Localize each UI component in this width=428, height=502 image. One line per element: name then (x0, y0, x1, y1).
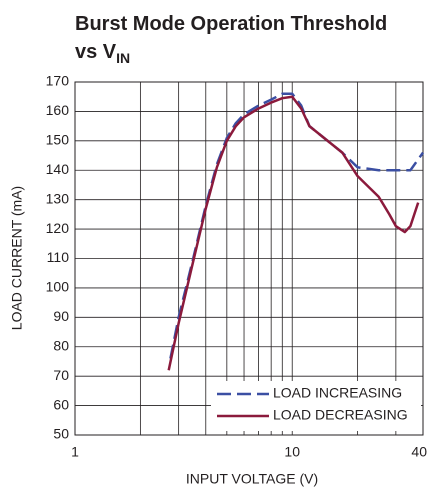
y-tick-label: 170 (46, 73, 70, 89)
y-tick-label: 90 (53, 308, 69, 324)
x-tick-label: 1 (71, 444, 79, 460)
y-tick-label: 110 (47, 249, 70, 265)
y-tick-label: 160 (46, 102, 70, 118)
y-tick-label: 150 (46, 132, 70, 148)
x-axis-label: INPUT VOLTAGE (V) (186, 471, 318, 487)
y-tick-label: 120 (46, 220, 70, 236)
series-line (167, 95, 420, 371)
y-tick-label: 80 (53, 337, 69, 353)
legend: LOAD INCREASING LOAD DECREASING (211, 381, 421, 431)
y-axis-label: LOAD CURRENT (mA) (9, 186, 25, 330)
y-tick-label: 130 (46, 190, 70, 206)
x-tick-label: 10 (284, 444, 300, 460)
legend-label: LOAD INCREASING (273, 385, 402, 401)
title-subscript: IN (116, 50, 130, 66)
title-text: vs V (75, 41, 117, 63)
y-tick-label: 140 (46, 161, 70, 177)
x-tick-label: 40 (411, 444, 427, 460)
legend-box (211, 381, 421, 431)
legend-label: LOAD DECREASING (273, 407, 408, 423)
plot-frame (74, 81, 424, 436)
y-tick-label: 60 (53, 396, 69, 412)
y-tick-label: 50 (53, 426, 69, 442)
chart-title: Burst Mode Operation Threshold (75, 13, 387, 35)
y-tick-label: 100 (46, 279, 70, 295)
chart-title: vs VIN (75, 41, 130, 66)
y-tick-label: 70 (53, 367, 69, 383)
series-line (169, 92, 425, 359)
